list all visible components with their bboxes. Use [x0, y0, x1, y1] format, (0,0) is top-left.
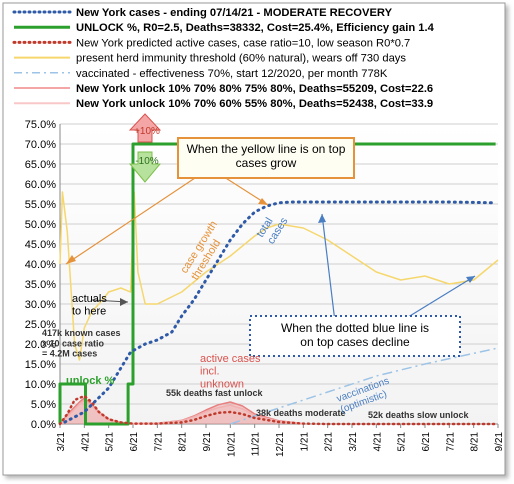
- series-line: [58, 394, 500, 426]
- arrow-head-blue: [318, 214, 326, 223]
- legend-label: New York predicted active cases, case ra…: [76, 37, 410, 49]
- y-tick-label: 35.0%: [25, 279, 56, 291]
- series-line: [63, 200, 495, 424]
- series-area: [60, 400, 304, 424]
- x-tick-label: 5/21: [397, 432, 408, 452]
- x-tick-label: 6/21: [421, 432, 432, 452]
- legend-label: New York unlock 10% 70% 80% 75% 80%, Dea…: [76, 83, 433, 95]
- x-tick-label: 4/21: [80, 432, 91, 452]
- x-tick-label: 8/21: [178, 432, 189, 452]
- y-tick-label: 0.0%: [31, 419, 56, 431]
- x-tick-label: 7/21: [445, 432, 456, 452]
- series-lines: [58, 142, 500, 426]
- unlock-change-arrows: +10% -10%: [128, 113, 162, 183]
- annotation-active-cases: active cases incl. unknown: [200, 353, 261, 390]
- legend-label: vaccinated - effectiveness 70%, start 12…: [76, 68, 388, 80]
- y-tick-label: 30.0%: [25, 299, 56, 311]
- legend-label: New York unlock 10% 70% 60% 55% 80%, Dea…: [76, 98, 433, 110]
- legend-label: UNLOCK %, R0=2.5, Deaths=38332, Cost=25.…: [76, 22, 435, 34]
- y-axis: 0.0% 5.0% 10.0% 15.0% 20.0% 25.0% 30.0% 35.0% 40…: [25, 119, 61, 431]
- x-tick-label: 6/21: [129, 432, 140, 452]
- y-tick-label: 50.0%: [25, 219, 56, 231]
- y-tick-label: 10.0%: [25, 379, 56, 391]
- x-tick-label: 2/21: [324, 432, 335, 452]
- x-tick-label: 4/21: [372, 432, 383, 452]
- arrow-up-label: +10%: [134, 126, 160, 137]
- y-tick-label: 15.0%: [25, 359, 56, 371]
- series-line: [59, 191, 499, 361]
- arrow-head-actuals: [120, 298, 128, 306]
- x-tick-label: 10/21: [226, 432, 237, 457]
- y-tick-label: 40.0%: [25, 259, 56, 271]
- callout-blue-box: [249, 315, 461, 357]
- series-line: [58, 142, 496, 426]
- legend-label: present herd immunity threshold (60% nat…: [76, 53, 406, 65]
- callout-yellow: When the yellow line is on top cases grow: [177, 137, 355, 179]
- arrow-down-label: -10%: [135, 156, 158, 167]
- x-tick-label: 5/21: [105, 432, 116, 452]
- annotation-deaths-fast: 55k deaths fast unlock: [166, 388, 264, 398]
- arrow-blue-callout: [321, 213, 336, 323]
- x-tick-label: 7/21: [153, 432, 164, 452]
- arrow-down-icon: [128, 151, 162, 183]
- arrow-yellow-callout: [65, 167, 211, 265]
- legend-label: New York cases - ending 07/14/21 - MODER…: [76, 7, 393, 19]
- y-tick-label: 65.0%: [25, 159, 56, 171]
- annotation-actuals: actuals to here: [72, 293, 107, 318]
- x-tick-label: 8/21: [470, 432, 481, 452]
- annotation-known-cases: 417k known cases x 10 case ratio = 4.2M ca…: [42, 328, 121, 359]
- series-line: [230, 347, 499, 425]
- y-tick-label: 45.0%: [25, 239, 56, 251]
- arrow-blue-callout-right: [399, 275, 476, 323]
- x-tick-label: 3/21: [56, 432, 67, 452]
- annotation-deaths-slow: 52k deaths slow unlock: [368, 410, 470, 420]
- x-tick-label: 12/21: [275, 432, 286, 457]
- x-tick-label: 1/21: [299, 432, 310, 452]
- annotation-unlock-pct: unlock %: [66, 375, 115, 387]
- callout-blue-text: When the dotted blue line is on top cases…: [281, 321, 429, 349]
- y-tick-label: 20.0%: [25, 339, 56, 351]
- x-tick-label: 9/21: [202, 432, 213, 452]
- x-tick-label: 3/21: [348, 432, 359, 452]
- y-tick-label: 75.0%: [25, 119, 56, 131]
- annotation-deaths-moderate: 38k deaths moderate: [256, 408, 346, 418]
- legend: New York cases - ending 07/14/21 - MODER…: [12, 7, 435, 110]
- x-tick-label: 11/21: [251, 432, 262, 457]
- series-areas: [60, 398, 304, 424]
- y-tick-label: 25.0%: [25, 319, 56, 331]
- arrow-head-yellow: [66, 255, 76, 264]
- x-axis: 3/21 4/21 5/21 6/21 7/21 8/21 9/21 10/21 11/21 12…: [56, 423, 505, 457]
- x-tick-label: 9/21: [494, 432, 505, 452]
- y-tick-label: 60.0%: [25, 179, 56, 191]
- y-tick-label: 55.0%: [25, 199, 56, 211]
- callout-yellow-box: [177, 137, 355, 179]
- series-area: [60, 398, 304, 424]
- arrow-head-yellow-right: [258, 198, 268, 205]
- arrow-up-icon: [128, 113, 162, 143]
- y-tick-label: 5.0%: [31, 399, 56, 411]
- callout-blue: When the dotted blue line is on top cases…: [249, 315, 461, 357]
- callout-yellow-text: When the yellow line is on top cases grow: [187, 142, 346, 170]
- arrow-head-blue-right: [466, 276, 475, 283]
- y-tick-label: 70.0%: [25, 139, 56, 151]
